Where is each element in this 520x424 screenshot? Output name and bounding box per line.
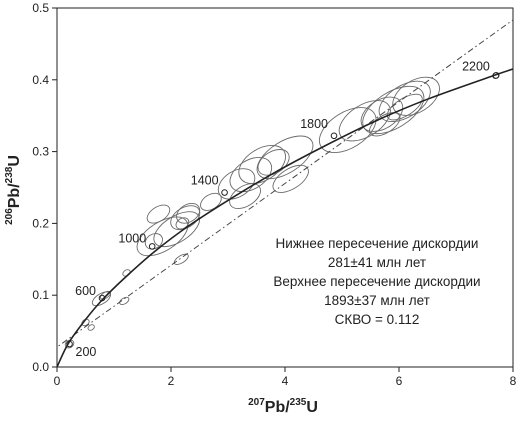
error-ellipse xyxy=(369,112,401,137)
x-tick-label: 2 xyxy=(168,374,175,388)
error-ellipse xyxy=(338,100,391,142)
x-axis-title-element: Pb xyxy=(265,399,286,416)
x-tick-label: 0 xyxy=(54,374,61,388)
error-ellipse xyxy=(176,203,201,224)
x-tick-label: 6 xyxy=(396,374,403,388)
x-axis-title: 207Pb/235U xyxy=(248,397,318,416)
annotation-line: 1893±37 млн лет xyxy=(324,293,430,308)
x-axis-title-mass2: 235 xyxy=(290,397,307,408)
axis-tick-labels: 0 2 4 6 8 0.0 0.1 0.2 0.3 0.4 0.5 xyxy=(32,1,516,388)
y-tick-label: 0.1 xyxy=(32,288,49,302)
annotation-line: 281±41 млн лет xyxy=(328,255,426,270)
age-label: 2200 xyxy=(462,59,490,73)
age-label: 1800 xyxy=(300,117,328,131)
discordia-line xyxy=(57,19,513,348)
x-tick-label: 4 xyxy=(282,374,289,388)
age-label: 1000 xyxy=(118,231,146,245)
age-marker xyxy=(98,294,106,302)
intercept-annotation: Нижнее пересечение дискордии 281±41 млн … xyxy=(273,236,480,327)
plot-frame xyxy=(56,7,514,368)
error-ellipse xyxy=(238,144,286,185)
y-tick-label: 0.5 xyxy=(32,1,49,15)
y-tick-label: 0.4 xyxy=(32,73,49,87)
x-axis-title-mass: 207 xyxy=(248,397,265,408)
age-labels: 200 600 1000 1400 1800 2200 xyxy=(75,59,490,359)
error-ellipse xyxy=(136,216,189,257)
error-ellipse xyxy=(229,156,273,193)
y-axis-title-mass: 206 xyxy=(4,208,15,225)
age-marker xyxy=(148,243,156,250)
age-marker xyxy=(66,340,73,348)
annotation-line: СКВО = 0.112 xyxy=(335,312,420,327)
y-tick-label: 0.0 xyxy=(32,360,49,374)
y-axis-title: 206Pb/238U xyxy=(4,155,23,225)
error-ellipses xyxy=(64,72,500,349)
error-ellipse xyxy=(362,85,425,135)
annotation-line: Верхнее пересечение дискордии xyxy=(273,274,480,289)
axis-ticks xyxy=(52,7,514,372)
y-axis-title-element: Pb xyxy=(6,188,23,209)
error-ellipse xyxy=(257,149,290,176)
annotation-line: Нижнее пересечение дискордии xyxy=(276,236,479,251)
age-marker xyxy=(330,132,338,140)
y-tick-label: 0.3 xyxy=(32,145,49,159)
concordia-curve xyxy=(57,68,513,367)
error-ellipse xyxy=(319,107,377,154)
error-ellipse xyxy=(173,253,189,265)
x-tick-label: 8 xyxy=(510,374,517,388)
error-ellipse xyxy=(119,296,130,306)
y-axis-title-sep: / xyxy=(6,183,23,188)
y-tick-label: 0.2 xyxy=(32,216,49,230)
error-ellipse xyxy=(392,76,440,116)
age-marker xyxy=(492,72,500,79)
y-axis-title-element2: U xyxy=(6,155,23,167)
error-ellipse xyxy=(386,93,423,121)
y-axis-title-mass2: 238 xyxy=(4,166,15,183)
error-ellipse xyxy=(272,164,309,193)
error-ellipse xyxy=(217,168,256,200)
age-label: 200 xyxy=(76,345,97,359)
error-ellipse xyxy=(91,291,112,307)
age-label: 600 xyxy=(75,284,96,298)
error-ellipse xyxy=(64,339,75,349)
x-axis-title-sep: / xyxy=(285,399,290,416)
error-ellipse xyxy=(229,183,261,210)
error-ellipse xyxy=(146,204,171,224)
error-ellipse xyxy=(144,233,163,250)
age-markers xyxy=(66,72,500,348)
age-marker xyxy=(221,189,228,196)
age-label: 1400 xyxy=(191,174,219,188)
x-axis-title-element2: U xyxy=(306,399,318,416)
error-ellipse xyxy=(256,135,314,180)
error-ellipse xyxy=(87,324,95,331)
